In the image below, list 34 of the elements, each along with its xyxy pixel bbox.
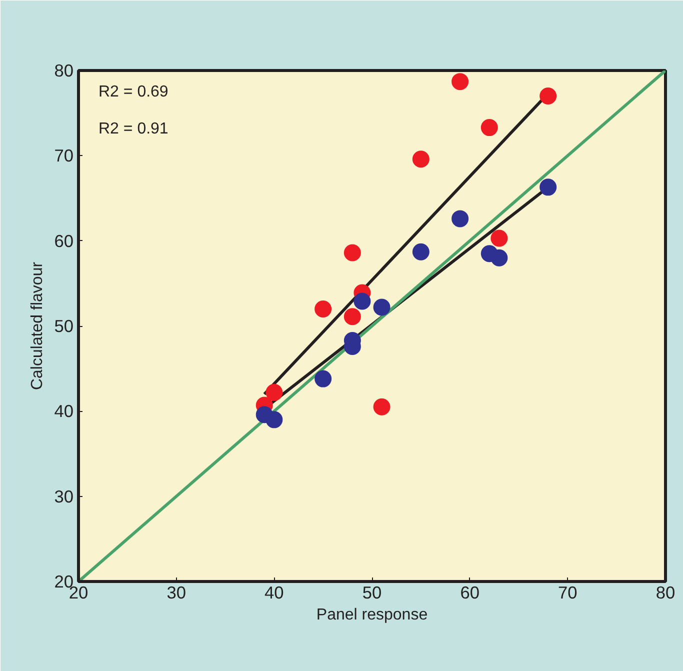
- y-tick-label: 30: [54, 486, 74, 506]
- x-tick-label: 50: [362, 582, 382, 602]
- point: [540, 178, 557, 196]
- point: [344, 244, 361, 262]
- annotation: R2 = 0.69: [98, 84, 168, 100]
- y-tick-label: 60: [54, 230, 74, 251]
- point: [266, 384, 283, 401]
- y-tick-label: 50: [54, 316, 74, 336]
- point: [373, 298, 390, 316]
- y-tick-label: 70: [54, 146, 74, 166]
- point: [314, 300, 332, 318]
- point: [490, 249, 508, 266]
- point: [490, 230, 508, 247]
- point: [452, 210, 469, 228]
- x-axis-title: Panel response: [316, 606, 428, 624]
- point: [452, 73, 469, 90]
- point: [480, 119, 498, 136]
- annotation: R2 = 0.91: [98, 120, 168, 138]
- point: [354, 292, 371, 310]
- x-tick-label: 40: [264, 582, 284, 602]
- point: [412, 150, 430, 168]
- y-axis-title: Calculated flavour: [29, 261, 46, 390]
- point: [540, 88, 557, 105]
- x-tick-label: 60: [460, 582, 480, 602]
- point: [314, 370, 332, 388]
- point: [266, 411, 283, 428]
- point: [373, 398, 390, 416]
- point: [412, 243, 430, 260]
- y-tick-label: 80: [54, 60, 74, 80]
- point: [344, 308, 361, 326]
- x-tick-label: 80: [656, 582, 676, 602]
- y-tick-label: 40: [54, 401, 74, 422]
- x-tick-label: 70: [558, 582, 578, 602]
- x-tick-label: 30: [166, 582, 186, 602]
